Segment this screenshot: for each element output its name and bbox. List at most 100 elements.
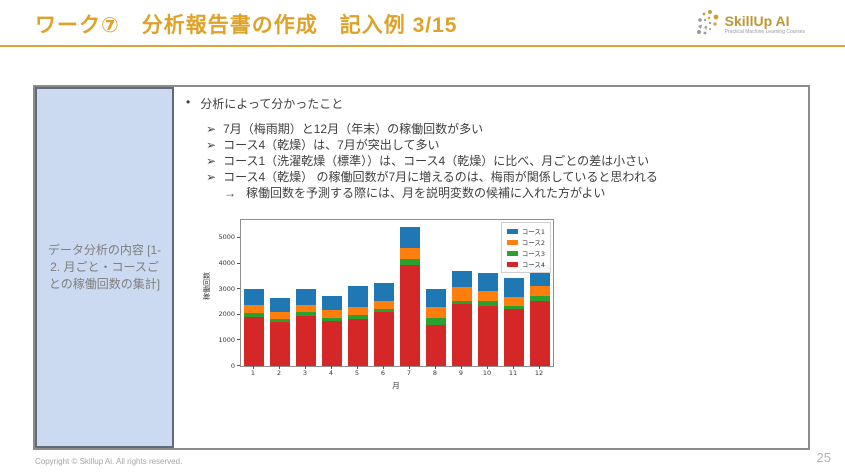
legend-entry: コース1 (506, 226, 545, 236)
bar-month-10-コース3 (478, 300, 498, 306)
content-table: データ分析の内容 [1-2. 月ごと・コースごとの稼働回数の集計] • 分析によ… (33, 85, 810, 450)
bar-month-1-コース2 (244, 305, 264, 313)
x-tick-mark (461, 366, 462, 369)
x-tick-mark (357, 366, 358, 369)
x-tick-mark (279, 366, 280, 369)
x-tick-mark (409, 366, 410, 369)
findings-block: • 分析によって分かったこと ➢ 7月（梅雨期）と12月（年末）の稼働回数が多い… (186, 95, 658, 201)
page-title: ワーク⑦ 分析報告書の作成 記入例 3/15 (35, 14, 458, 37)
bar-month-10-コース2 (478, 290, 498, 301)
finding-item: コース1（洗濯乾燥（標準））は、コース4（乾燥）に比べ、月ごとの差は小さい (223, 154, 650, 168)
x-tick-label: 12 (534, 369, 544, 377)
bar-month-1-コース3 (244, 312, 264, 318)
x-tick-label: 8 (432, 369, 438, 377)
y-tick-mark (237, 288, 240, 290)
bar-month-4-コース2 (322, 310, 342, 318)
bar-month-12-コース2 (530, 285, 550, 296)
copyright-text: Copyright © Skillup Ai. All rights reser… (35, 457, 183, 466)
x-tick-label: 9 (458, 369, 464, 377)
legend-entry: コース2 (506, 237, 545, 247)
legend-swatch (506, 239, 518, 245)
x-tick-label: 10 (482, 369, 492, 377)
logo-wordmark: SkillUp AI (724, 13, 790, 29)
bar-month-2-コース3 (270, 319, 290, 323)
bar-month-3-コース1 (296, 289, 316, 305)
y-tick-label: 5000 (218, 233, 235, 242)
x-tick-label: 7 (406, 369, 412, 377)
finding-item: 7月（梅雨期）と12月（年末）の稼働回数が多い (223, 122, 484, 136)
title-divider (0, 45, 845, 47)
x-tick-mark (253, 366, 254, 369)
y-tick-mark (237, 236, 240, 238)
y-tick-label: 0 (230, 361, 235, 370)
bar-month-5-コース2 (348, 307, 368, 315)
legend-label: コース4 (521, 261, 545, 269)
bar-month-5-コース1 (348, 285, 368, 308)
content-cell: • 分析によって分かったこと ➢ 7月（梅雨期）と12月（年末）の稼働回数が多い… (174, 87, 808, 448)
x-tick-label: 3 (302, 369, 308, 377)
bar-month-7-コース4 (400, 264, 420, 366)
bar-month-6-コース1 (374, 282, 394, 302)
bar-month-8-コース3 (426, 317, 446, 325)
x-tick-label: 5 (354, 369, 360, 377)
bar-month-6-コース4 (374, 312, 394, 366)
legend-entry: コース4 (506, 259, 545, 269)
y-tick-mark (237, 262, 240, 264)
bar-month-8-コース1 (426, 288, 446, 307)
legend-swatch (506, 261, 518, 267)
bar-month-10-コース1 (478, 273, 498, 291)
sub-bullet-icon: ➢ (206, 122, 217, 136)
x-tick-label: 2 (276, 369, 282, 377)
x-tick-mark (513, 366, 514, 369)
arrow-icon: → (224, 186, 236, 200)
stacked-bar-chart: 稼働回数 コース1 コース2 コース3 コース4 月 0 1000 2000 3000 400… (203, 209, 567, 394)
bar-month-12-コース3 (530, 295, 550, 301)
bar-month-2-コース4 (270, 322, 290, 366)
y-tick-label: 4000 (218, 259, 235, 268)
y-tick-label: 2000 (218, 310, 235, 319)
x-tick-label: 6 (380, 369, 386, 377)
legend-label: コース1 (521, 228, 545, 236)
bar-month-6-コース2 (374, 301, 394, 309)
y-tick-mark (237, 313, 240, 315)
bar-month-9-コース4 (452, 304, 472, 366)
bar-month-1-コース4 (244, 317, 264, 366)
finding-item: コース4（乾燥） の稼働回数が7月に増えるのは、梅雨が関係していると思われる (223, 170, 658, 184)
legend-label: コース2 (521, 239, 545, 247)
finding-conclusion: 稼働回数を予測する際には、月を説明変数の候補に入れた方がよい (246, 186, 606, 200)
x-tick-mark (331, 366, 332, 369)
logo-tagline: Practical Machine Learning Courses (724, 29, 805, 35)
bar-month-10-コース4 (478, 305, 498, 366)
findings-heading: 分析によって分かったこと (200, 97, 344, 111)
chart-plot-area: コース1 コース2 コース3 コース4 (240, 219, 554, 367)
x-tick-mark (435, 366, 436, 369)
bar-month-8-コース4 (426, 324, 446, 366)
bar-month-9-コース2 (452, 287, 472, 301)
sub-bullet-icon: ➢ (206, 154, 217, 168)
x-tick-mark (383, 366, 384, 369)
bar-month-11-コース3 (504, 305, 524, 310)
bar-month-9-コース3 (452, 300, 472, 305)
bullet-icon: • (186, 95, 191, 109)
starburst-dots-icon (694, 8, 720, 41)
sub-bullet-icon: ➢ (206, 138, 217, 152)
bar-month-3-コース2 (296, 304, 316, 312)
y-tick-mark (237, 339, 240, 341)
bar-month-12-コース4 (530, 300, 550, 366)
y-tick-label: 3000 (218, 284, 235, 293)
legend-swatch (506, 228, 518, 234)
bar-month-5-コース3 (348, 314, 368, 319)
bar-month-11-コース1 (504, 277, 524, 297)
bar-month-4-コース1 (322, 296, 342, 311)
page-number: 25 (816, 450, 831, 465)
bar-month-3-コース3 (296, 311, 316, 317)
x-tick-label: 1 (250, 369, 256, 377)
bar-month-11-コース2 (504, 296, 524, 306)
chart-legend: コース1 コース2 コース3 コース4 (500, 222, 551, 273)
finding-item: コース4（乾燥）は、7月が突出して多い (223, 138, 440, 152)
bar-month-4-コース4 (322, 321, 342, 366)
row-header-cell: データ分析の内容 [1-2. 月ごと・コースごとの稼働回数の集計] (35, 87, 174, 448)
skillup-ai-logo: SkillUp AI Practical Machine Learning Co… (694, 8, 805, 41)
legend-label: コース3 (521, 250, 545, 258)
